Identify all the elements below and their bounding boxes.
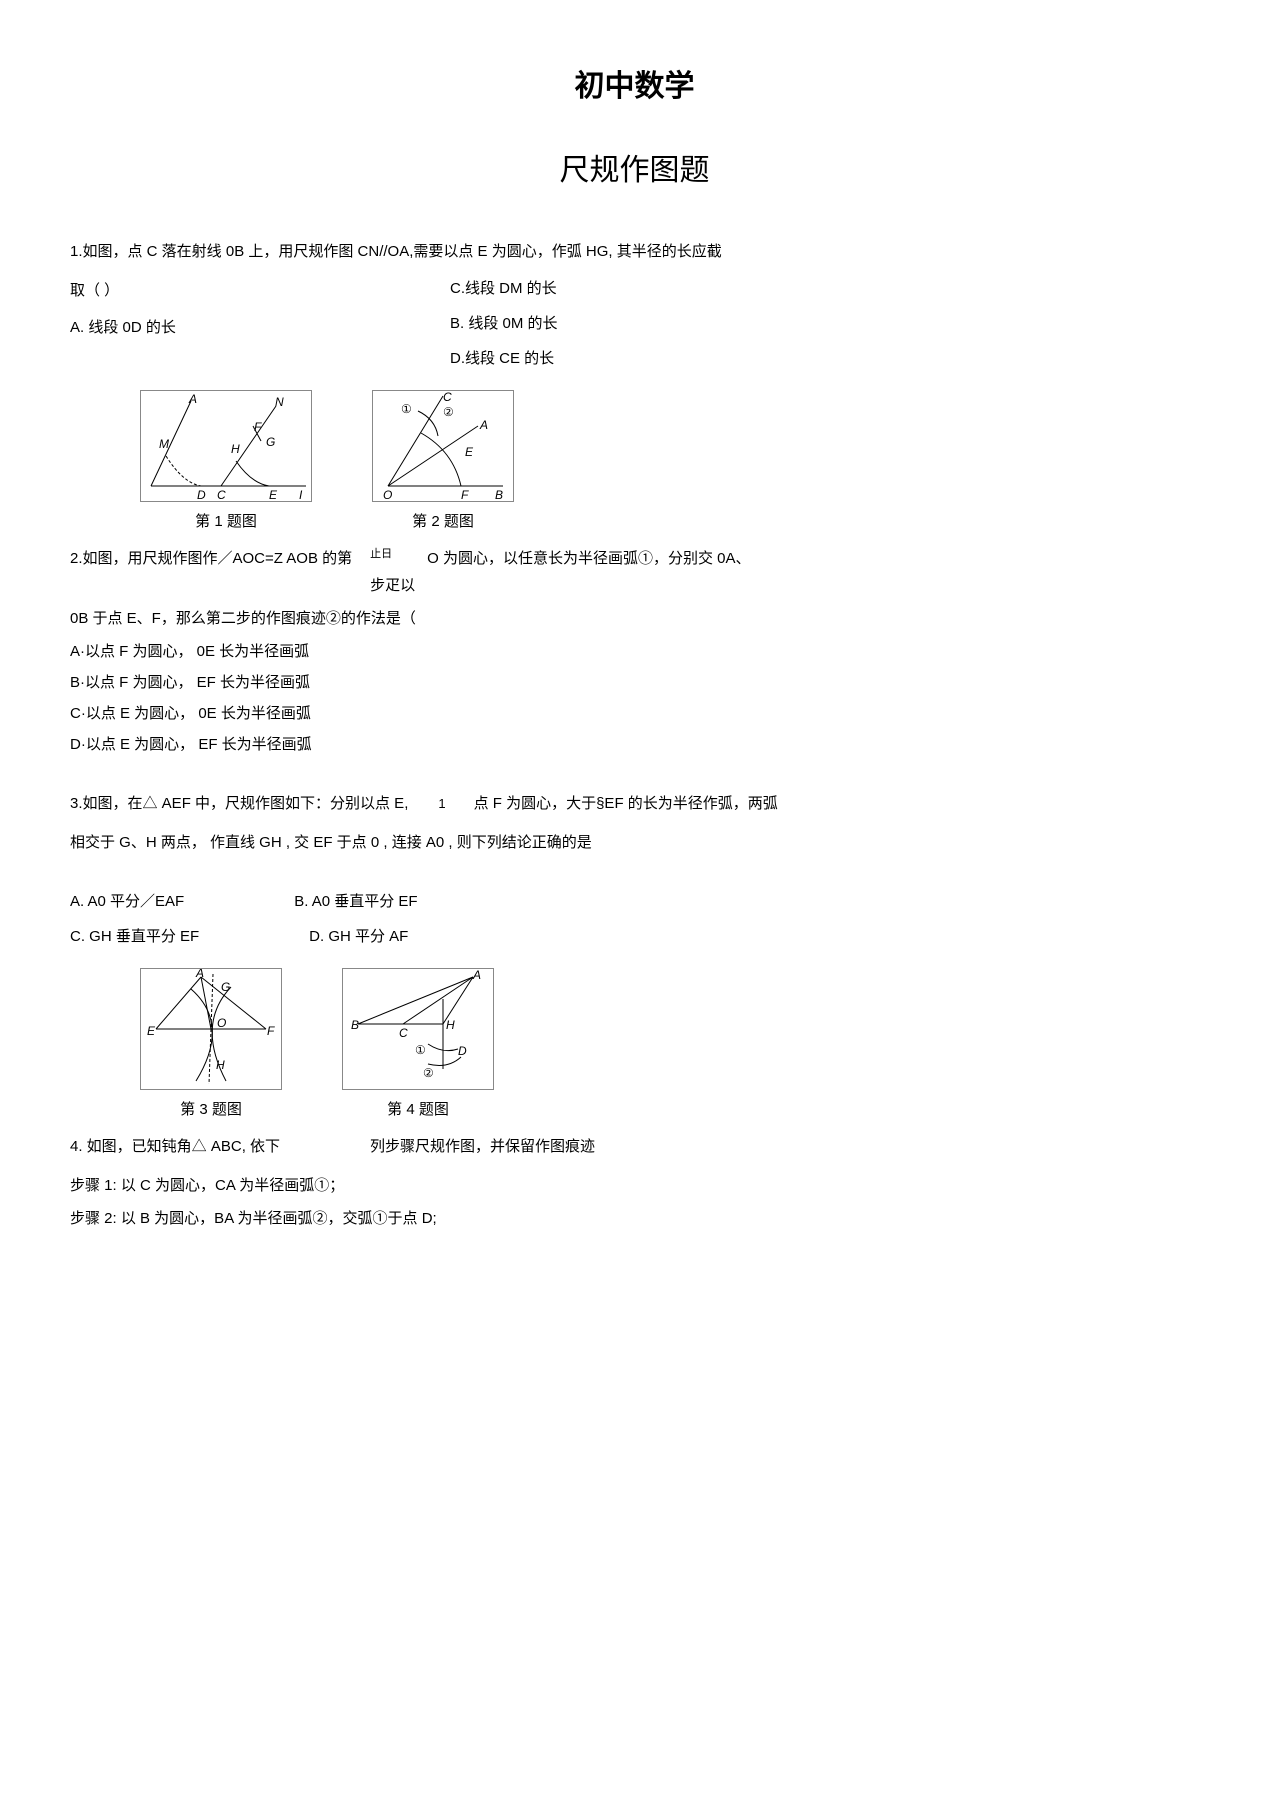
q3-stem-a: 3.如图，在△ AEF 中，尺规作图如下：分别以点 E, bbox=[70, 790, 408, 817]
q2-opt-b: B·以点 F 为圆心， EF 长为半径画弧 bbox=[70, 669, 1199, 696]
svg-text:D: D bbox=[458, 1044, 467, 1058]
q4-step-1: 步骤 1: 以 C 为圆心，CA 为半径画弧①； bbox=[70, 1172, 1199, 1199]
q2-stem-c: 0B 于点 E、F，那么第二步的作图痕迹②的作法是（ bbox=[70, 605, 1199, 632]
svg-text:H: H bbox=[446, 1018, 455, 1032]
figure-3-caption: 第 3 题图 bbox=[180, 1096, 242, 1123]
doc-title-1: 初中数学 bbox=[70, 60, 1199, 114]
figure-2: C A O F B E ① ② 第 2 题图 bbox=[372, 390, 514, 535]
svg-text:E: E bbox=[147, 1024, 156, 1038]
svg-text:G: G bbox=[221, 980, 230, 994]
q3-opt-d: D. GH 平分 AF bbox=[309, 923, 408, 950]
q3-stem-b: 点 F 为圆心，大于§EF 的长为半径作弧，两弧 bbox=[474, 790, 778, 817]
svg-text:E: E bbox=[465, 445, 474, 459]
svg-text:M: M bbox=[159, 437, 169, 451]
svg-text:A: A bbox=[472, 968, 481, 982]
q2-opt-c: C·以点 E 为圆心， 0E 长为半径画弧 bbox=[70, 700, 1199, 727]
figure-4: A B C H D ① ② 第 4 题图 bbox=[342, 968, 494, 1123]
figure-2-caption: 第 2 题图 bbox=[412, 508, 474, 535]
svg-text:②: ② bbox=[423, 1066, 434, 1080]
q2-mid: 步疋以 bbox=[370, 577, 415, 594]
svg-text:E: E bbox=[269, 488, 278, 502]
q1-opt-b: B. 线段 0M 的长 bbox=[450, 310, 558, 337]
svg-text:A: A bbox=[195, 968, 204, 980]
figure-4-caption: 第 4 题图 bbox=[387, 1096, 449, 1123]
svg-text:②: ② bbox=[443, 405, 454, 419]
doc-title-2: 尺规作图题 bbox=[70, 144, 1199, 198]
svg-text:C: C bbox=[443, 390, 452, 404]
svg-text:H: H bbox=[216, 1058, 225, 1072]
figure-1-caption: 第 1 题图 bbox=[195, 508, 257, 535]
figure-1: A M D N H F G C E I 第 1 题图 bbox=[140, 390, 312, 535]
q3-opt-c: C. GH 垂直平分 EF bbox=[70, 923, 199, 950]
svg-text:C: C bbox=[217, 488, 226, 502]
svg-text:①: ① bbox=[415, 1043, 426, 1057]
svg-text:F: F bbox=[254, 420, 262, 434]
figure-3: A G E O F H 第 3 题图 bbox=[140, 968, 282, 1123]
svg-text:I: I bbox=[299, 488, 303, 502]
q1-opt-a: A. 线段 0D 的长 bbox=[70, 314, 310, 341]
q2-opt-a: A·以点 F 为圆心， 0E 长为半径画弧 bbox=[70, 638, 1199, 665]
svg-text:B: B bbox=[495, 488, 503, 502]
q3-frac: 1 bbox=[438, 797, 445, 810]
q4-step-2: 步骤 2: 以 B 为圆心，BA 为半径画弧②，交弧①于点 D; bbox=[70, 1205, 1199, 1232]
q2-opt-d: D·以点 E 为圆心， EF 长为半径画弧 bbox=[70, 731, 1199, 758]
svg-text:F: F bbox=[461, 488, 469, 502]
q1-opt-c: C.线段 DM 的长 bbox=[450, 275, 558, 302]
q4-stem-a: 4. 如图，已知钝角△ ABC, 依下 bbox=[70, 1133, 280, 1160]
q2-sup: 止日 bbox=[370, 548, 392, 560]
svg-text:A: A bbox=[188, 392, 197, 406]
q4-stem-b: 列步骤尺规作图，并保留作图痕迹 bbox=[370, 1133, 595, 1160]
svg-text:①: ① bbox=[401, 402, 412, 416]
svg-text:D: D bbox=[197, 488, 206, 502]
svg-text:F: F bbox=[267, 1024, 275, 1038]
svg-text:C: C bbox=[399, 1026, 408, 1040]
q2-stem-a: 2.如图，用尺规作图作／AOC=Z AOB 的第 bbox=[70, 545, 352, 572]
svg-text:H: H bbox=[231, 442, 240, 456]
svg-text:A: A bbox=[479, 418, 488, 432]
svg-text:B: B bbox=[351, 1018, 359, 1032]
q2-stem-b: O 为圆心，以任意长为半径画弧①，分别交 0A、 bbox=[427, 545, 750, 572]
q3-stem-c: 相交于 G、H 两点， 作直线 GH , 交 EF 于点 0 , 连接 A0 ,… bbox=[70, 829, 1199, 856]
svg-text:O: O bbox=[383, 488, 392, 502]
q3-opt-b: B. A0 垂直平分 EF bbox=[294, 888, 417, 915]
svg-text:G: G bbox=[266, 435, 275, 449]
q1-stem-b: 取（ ） bbox=[70, 277, 310, 304]
q1-opt-d: D.线段 CE 的长 bbox=[450, 345, 558, 372]
svg-text:N: N bbox=[275, 395, 284, 409]
q1-stem-a: 1.如图，点 C 落在射线 0B 上，用尺规作图 CN//OA,需要以点 E 为… bbox=[70, 238, 1199, 265]
svg-text:O: O bbox=[217, 1016, 226, 1030]
q3-opt-a: A. A0 平分／EAF bbox=[70, 888, 184, 915]
